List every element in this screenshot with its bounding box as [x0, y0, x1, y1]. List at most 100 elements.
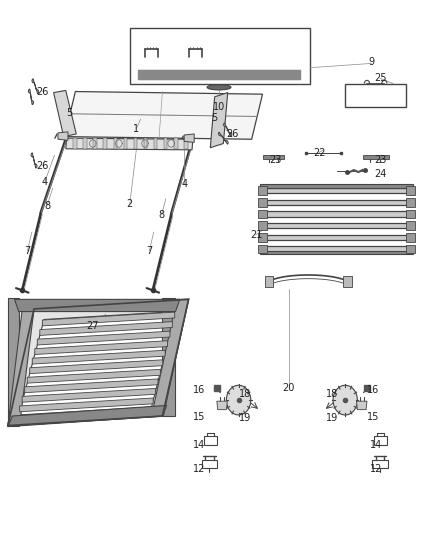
Polygon shape: [134, 138, 137, 149]
Text: 19: 19: [326, 413, 338, 423]
Polygon shape: [30, 360, 163, 374]
Polygon shape: [357, 401, 367, 410]
Polygon shape: [374, 436, 387, 445]
Text: 18: 18: [239, 389, 251, 399]
Text: 18: 18: [326, 389, 338, 399]
Polygon shape: [406, 221, 415, 230]
Polygon shape: [262, 200, 410, 205]
Polygon shape: [152, 300, 188, 416]
Polygon shape: [58, 132, 68, 140]
Polygon shape: [64, 92, 262, 139]
Polygon shape: [406, 233, 415, 241]
Polygon shape: [262, 212, 410, 216]
Polygon shape: [201, 459, 217, 468]
Polygon shape: [20, 398, 153, 412]
Text: 23: 23: [374, 156, 386, 165]
Polygon shape: [343, 276, 352, 287]
Polygon shape: [204, 436, 217, 445]
Polygon shape: [40, 321, 172, 335]
Text: 15: 15: [367, 411, 380, 422]
Text: 24: 24: [374, 169, 386, 179]
Text: 7: 7: [25, 246, 31, 256]
Text: 4: 4: [42, 176, 48, 187]
Text: 8: 8: [159, 209, 165, 220]
Polygon shape: [363, 155, 389, 159]
Polygon shape: [406, 187, 415, 195]
Polygon shape: [19, 312, 176, 415]
Polygon shape: [406, 198, 415, 207]
Text: 2: 2: [127, 199, 133, 209]
Text: 5: 5: [212, 113, 218, 123]
Polygon shape: [262, 188, 410, 193]
Text: 14: 14: [370, 440, 382, 450]
Text: 20: 20: [283, 383, 295, 393]
Polygon shape: [113, 138, 117, 149]
Text: 1: 1: [133, 124, 139, 134]
Polygon shape: [164, 138, 167, 149]
Polygon shape: [25, 379, 158, 393]
Polygon shape: [154, 138, 157, 149]
Polygon shape: [73, 138, 77, 149]
Text: 26: 26: [226, 129, 238, 139]
Text: 4: 4: [181, 179, 187, 189]
Polygon shape: [210, 93, 228, 148]
Polygon shape: [8, 309, 34, 425]
Text: 12: 12: [193, 464, 205, 474]
Polygon shape: [14, 300, 180, 312]
Polygon shape: [265, 276, 273, 287]
Polygon shape: [260, 251, 413, 254]
Text: 16: 16: [367, 384, 380, 394]
Text: 19: 19: [239, 413, 251, 423]
Polygon shape: [262, 223, 410, 228]
Text: 15: 15: [193, 411, 205, 422]
Polygon shape: [8, 298, 19, 425]
Polygon shape: [27, 369, 160, 383]
Polygon shape: [162, 298, 176, 416]
Polygon shape: [35, 341, 167, 354]
Text: 12: 12: [370, 464, 382, 474]
Polygon shape: [184, 138, 187, 149]
Polygon shape: [83, 138, 87, 149]
Polygon shape: [144, 138, 147, 149]
Polygon shape: [28, 89, 34, 104]
Polygon shape: [217, 401, 227, 410]
Ellipse shape: [207, 85, 231, 90]
Polygon shape: [258, 245, 267, 253]
Polygon shape: [93, 138, 97, 149]
Polygon shape: [260, 184, 413, 188]
Polygon shape: [32, 350, 165, 364]
Text: 25: 25: [374, 73, 386, 83]
Text: 7: 7: [146, 246, 152, 256]
Polygon shape: [406, 245, 415, 253]
Polygon shape: [345, 84, 406, 108]
Polygon shape: [219, 132, 228, 144]
Polygon shape: [66, 138, 193, 150]
Polygon shape: [103, 138, 107, 149]
Polygon shape: [262, 246, 410, 252]
Text: 14: 14: [193, 440, 205, 450]
Polygon shape: [124, 138, 127, 149]
Polygon shape: [258, 198, 267, 207]
Polygon shape: [174, 138, 177, 149]
Polygon shape: [262, 235, 410, 240]
Polygon shape: [130, 28, 311, 84]
Text: 16: 16: [193, 384, 205, 394]
Text: 5: 5: [66, 108, 72, 118]
Polygon shape: [262, 155, 284, 159]
Polygon shape: [372, 459, 388, 468]
Text: 27: 27: [87, 321, 99, 331]
Text: 22: 22: [313, 148, 325, 158]
Text: 8: 8: [44, 200, 50, 211]
Polygon shape: [258, 187, 267, 195]
Text: 26: 26: [36, 86, 49, 96]
Polygon shape: [31, 153, 37, 168]
Polygon shape: [223, 123, 232, 136]
Polygon shape: [8, 300, 188, 425]
Text: 9: 9: [368, 58, 374, 67]
Polygon shape: [258, 210, 267, 218]
Circle shape: [226, 385, 251, 415]
Polygon shape: [32, 79, 39, 94]
Polygon shape: [406, 210, 415, 218]
Text: 10: 10: [213, 102, 225, 112]
Polygon shape: [53, 91, 76, 136]
